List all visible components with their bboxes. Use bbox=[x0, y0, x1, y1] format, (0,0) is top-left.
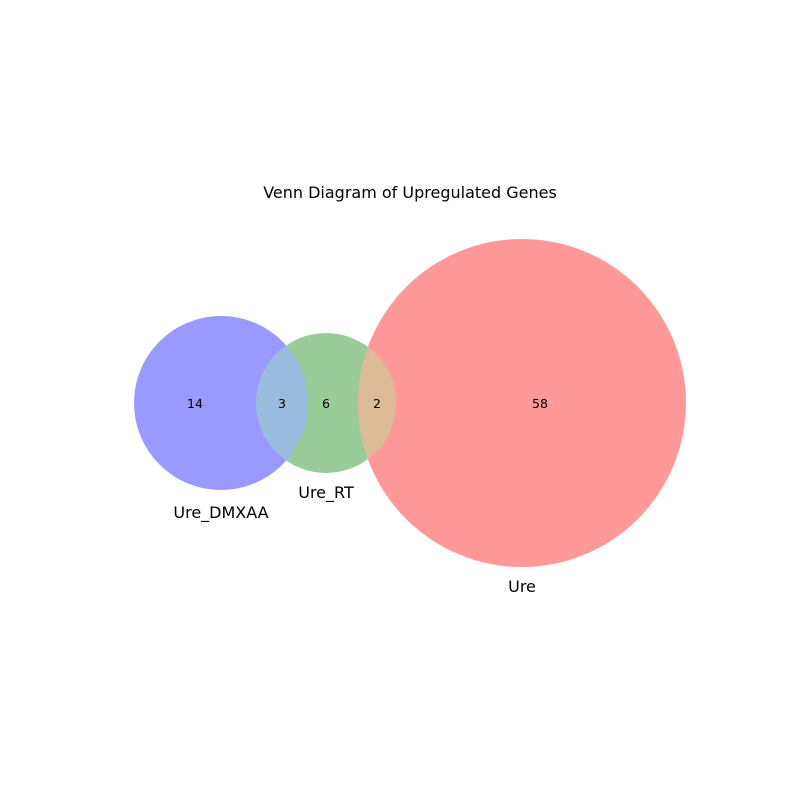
count-dmxaa-only: 14 bbox=[187, 396, 203, 411]
set-label-ure-dmxaa: Ure_DMXAA bbox=[173, 503, 268, 523]
set-label-ure-rt: Ure_RT bbox=[298, 483, 354, 503]
diagram-title: Venn Diagram of Upregulated Genes bbox=[263, 183, 557, 202]
count-dmxaa-rt: 3 bbox=[278, 396, 286, 411]
set-circle-ure bbox=[358, 239, 686, 567]
overlap-dmxaa-rt bbox=[256, 333, 308, 473]
set-label-ure: Ure bbox=[508, 577, 536, 596]
count-ure-only: 58 bbox=[532, 396, 548, 411]
count-rt-only: 6 bbox=[322, 396, 330, 411]
set-circle-ure-dmxaa bbox=[134, 316, 308, 490]
count-rt-ure: 2 bbox=[373, 396, 381, 411]
